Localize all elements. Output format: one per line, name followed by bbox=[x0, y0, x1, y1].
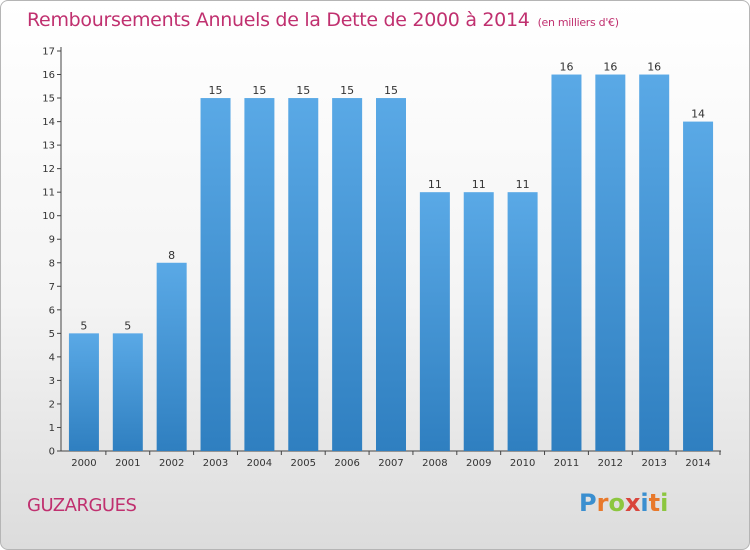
y-tick-label: 9 bbox=[49, 235, 55, 246]
bar bbox=[463, 192, 494, 452]
chart-subtitle: (en milliers d'€) bbox=[537, 16, 619, 29]
y-tick-label: 3 bbox=[49, 376, 55, 387]
x-tick-label: 2001 bbox=[115, 458, 140, 469]
x-tick-label: 2010 bbox=[510, 458, 535, 469]
bar bbox=[551, 74, 582, 451]
data-label: 15 bbox=[252, 84, 266, 97]
y-tick-label: 11 bbox=[42, 188, 55, 199]
logo-letter: o bbox=[608, 489, 625, 517]
logo-letter: i bbox=[660, 489, 669, 517]
bar bbox=[332, 98, 363, 451]
y-tick-label: 0 bbox=[49, 447, 55, 458]
chart-bars bbox=[68, 74, 714, 452]
logo-letter: P bbox=[579, 489, 597, 517]
logo-letter: x bbox=[624, 489, 641, 517]
x-tick-label: 2011 bbox=[554, 458, 579, 469]
bar bbox=[376, 98, 406, 451]
y-tick-label: 6 bbox=[49, 305, 55, 316]
x-tick-label: 2005 bbox=[291, 458, 316, 469]
y-tick-label: 8 bbox=[49, 258, 55, 269]
data-label: 5 bbox=[124, 319, 131, 332]
data-label: 5 bbox=[80, 319, 87, 332]
x-tick-label: 2004 bbox=[247, 458, 272, 469]
bar bbox=[68, 333, 99, 451]
chart-labels: 2000 5 2001 5 2002 8 2003 15 2004 15 2005 15 2006 15 2… bbox=[71, 61, 711, 469]
bar bbox=[595, 74, 626, 451]
bar bbox=[156, 262, 187, 451]
bar bbox=[683, 121, 714, 452]
bar bbox=[200, 98, 231, 451]
bar bbox=[639, 74, 670, 451]
data-label: 15 bbox=[340, 84, 354, 97]
logo-letter: i bbox=[640, 489, 649, 517]
y-tick-label: 2 bbox=[49, 399, 55, 410]
x-tick-label: 2003 bbox=[203, 458, 228, 469]
y-tick-label: 5 bbox=[49, 329, 55, 340]
data-label: 11 bbox=[428, 178, 442, 191]
proxiti-logo[interactable]: Proxiti bbox=[579, 489, 668, 517]
data-label: 15 bbox=[209, 84, 223, 97]
x-tick-label: 2006 bbox=[334, 458, 359, 469]
data-label: 16 bbox=[603, 61, 617, 74]
x-tick-label: 2009 bbox=[466, 458, 491, 469]
x-tick-label: 2012 bbox=[598, 458, 623, 469]
x-tick-label: 2013 bbox=[641, 458, 666, 469]
y-tick-label: 13 bbox=[42, 141, 55, 152]
logo-letter: t bbox=[648, 489, 661, 517]
bar bbox=[419, 192, 450, 452]
y-tick-label: 1 bbox=[49, 423, 55, 434]
data-label: 16 bbox=[559, 61, 573, 74]
chart-title: Remboursements Annuels de la Dette de 20… bbox=[27, 9, 619, 31]
y-tick-label: 12 bbox=[42, 164, 55, 175]
bar bbox=[112, 333, 143, 451]
data-label: 16 bbox=[647, 61, 661, 74]
data-label: 14 bbox=[691, 108, 705, 121]
y-tick-label: 7 bbox=[49, 282, 55, 293]
x-tick-label: 2007 bbox=[378, 458, 403, 469]
y-tick-label: 10 bbox=[42, 211, 55, 222]
bar bbox=[288, 98, 319, 451]
data-label: 15 bbox=[296, 84, 310, 97]
y-tick-label: 4 bbox=[49, 352, 55, 363]
bar bbox=[244, 98, 275, 451]
y-tick-label: 14 bbox=[42, 117, 55, 128]
y-tick-label: 17 bbox=[42, 47, 55, 58]
commune-name: GUZARGUES bbox=[27, 495, 137, 516]
chart-title-text: Remboursements Annuels de la Dette de 20… bbox=[27, 9, 530, 31]
data-label: 11 bbox=[472, 178, 486, 191]
bar bbox=[507, 192, 538, 452]
x-tick-label: 2002 bbox=[159, 458, 184, 469]
x-tick-label: 2014 bbox=[685, 458, 710, 469]
data-label: 15 bbox=[384, 84, 398, 97]
x-tick-label: 2008 bbox=[422, 458, 447, 469]
logo-letter: r bbox=[596, 489, 609, 517]
data-label: 11 bbox=[516, 178, 530, 191]
x-tick-label: 2000 bbox=[71, 458, 96, 469]
data-label: 8 bbox=[168, 249, 175, 262]
y-tick-label: 15 bbox=[42, 94, 55, 105]
y-tick-label: 16 bbox=[42, 70, 55, 81]
